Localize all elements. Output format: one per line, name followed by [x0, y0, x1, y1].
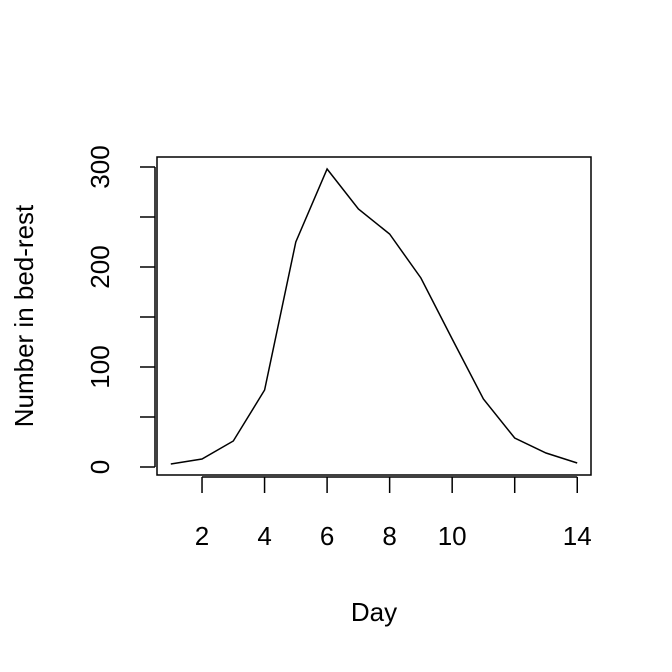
series-line — [170, 167, 578, 465]
y-tick-label: 200 — [85, 245, 115, 288]
x-axis-title: Day — [351, 597, 397, 627]
y-tick-label: 300 — [85, 145, 115, 188]
x-tick-label: 2 — [195, 521, 209, 551]
y-axis-title: Number in bed-rest — [9, 204, 39, 427]
x-tick-label: 4 — [257, 521, 271, 551]
x-tick-label: 10 — [438, 521, 467, 551]
x-axis: 2 4 6 8 10 14 — [195, 476, 592, 551]
x-tick-label: 14 — [563, 521, 592, 551]
y-axis: 0 100 200 300 — [85, 145, 156, 474]
y-tick-label: 100 — [85, 345, 115, 388]
plot-frame — [156, 156, 592, 476]
y-tick-label: 0 — [85, 460, 115, 474]
x-tick-label: 6 — [320, 521, 334, 551]
x-tick-label: 8 — [382, 521, 396, 551]
